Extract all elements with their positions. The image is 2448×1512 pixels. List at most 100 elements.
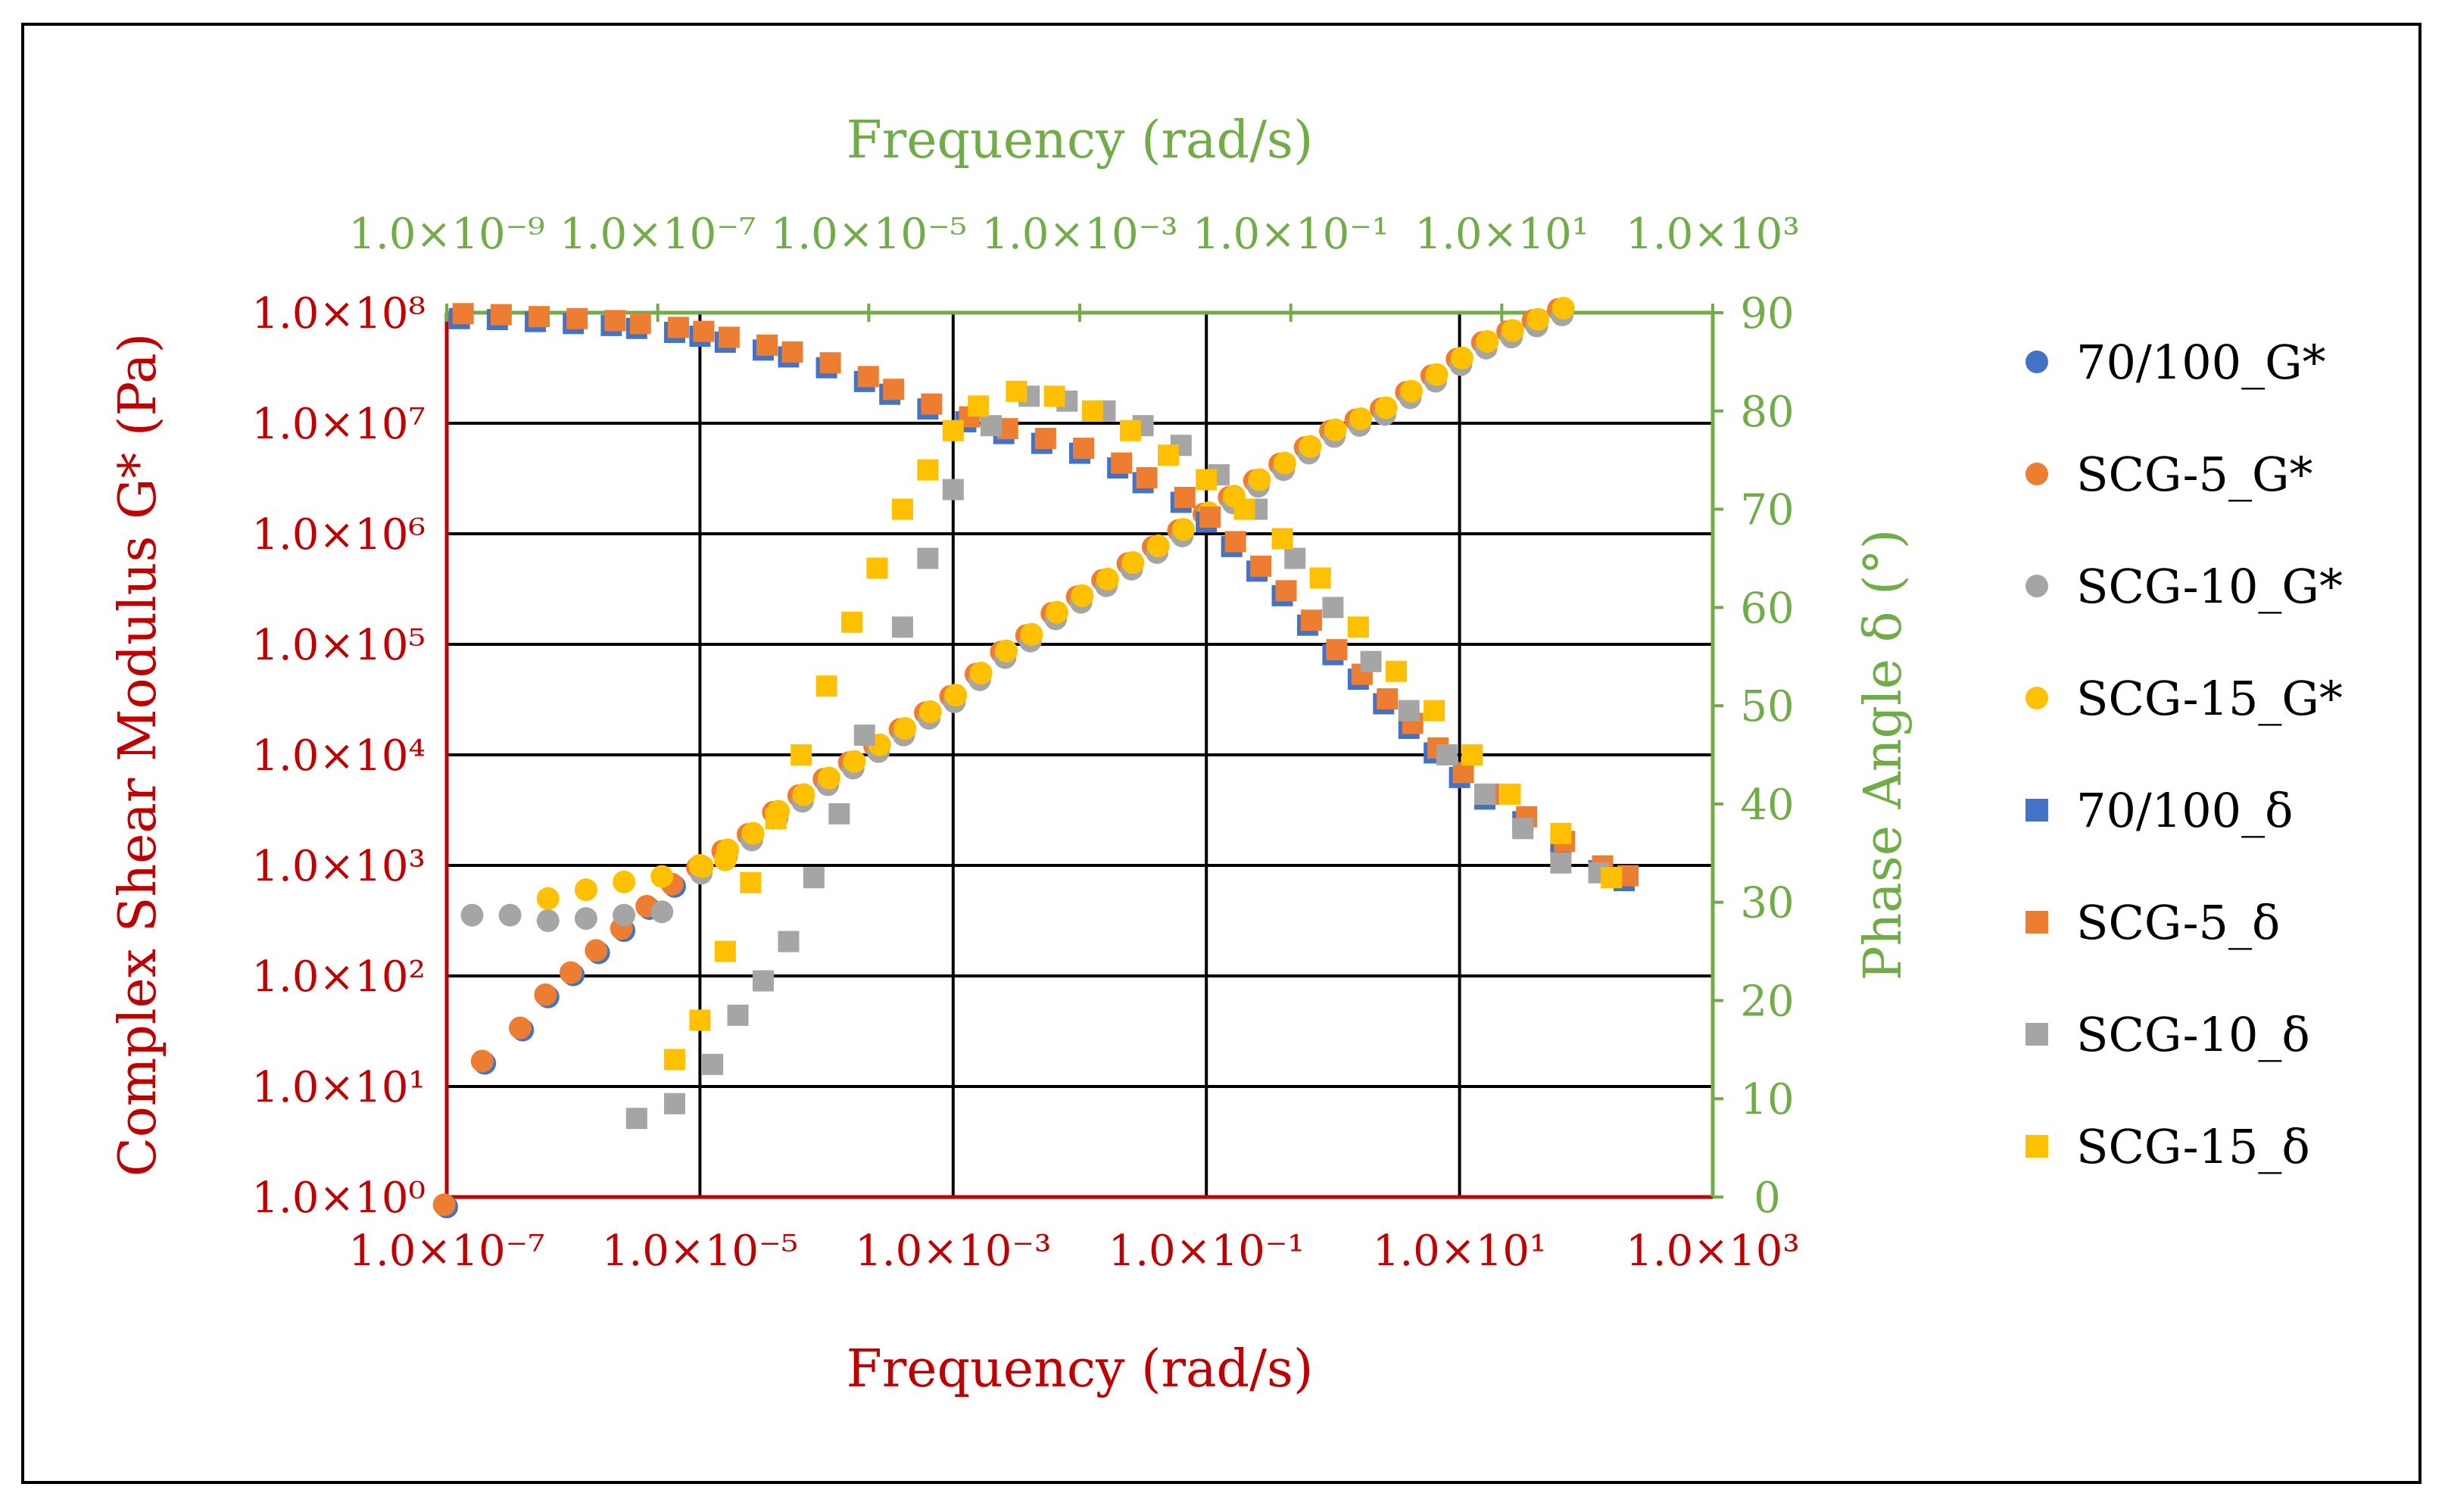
legend-marker-square <box>2025 799 2048 821</box>
data-point-square <box>693 320 715 342</box>
x-bottom-tick-label: 1.0×10³ <box>1626 1227 1800 1276</box>
data-point-square <box>663 1049 685 1071</box>
data-point-circle <box>613 870 636 893</box>
data-point-square <box>1136 467 1158 489</box>
data-point-square <box>841 611 863 633</box>
data-point-circle <box>508 1016 532 1040</box>
data-point-square <box>815 675 837 697</box>
data-point-circle <box>1450 346 1473 369</box>
data-point-circle <box>1146 535 1170 558</box>
data-point-circle <box>1476 329 1499 353</box>
y-right-tick-label: 80 <box>1740 388 1794 437</box>
data-point-square <box>828 803 850 825</box>
y-right-tick-label: 20 <box>1740 977 1794 1026</box>
data-point-square <box>765 808 787 830</box>
data-point-square <box>1034 428 1056 450</box>
data-point-square <box>1424 700 1445 722</box>
legend-label: SCG-5_G* <box>2076 447 2313 502</box>
data-point-circle <box>1551 297 1575 320</box>
data-point-square <box>853 725 875 747</box>
data-point-square <box>1006 380 1028 402</box>
data-point-square <box>1347 616 1369 638</box>
data-point-square <box>625 1108 647 1130</box>
legend-label: 70/100_δ <box>2076 783 2293 838</box>
y-left-tick-label: 1.0×10⁴ <box>251 731 426 781</box>
x-bottom-tick-label: 1.0×10⁻⁷ <box>348 1227 544 1276</box>
data-point-square <box>566 307 588 329</box>
legend-label: SCG-10_G* <box>2076 559 2343 614</box>
data-point-square <box>753 970 774 992</box>
data-point-circle <box>536 909 560 932</box>
data-point-circle <box>741 821 765 845</box>
data-point-square <box>1377 688 1399 710</box>
data-point-square <box>529 306 550 328</box>
data-point-circle <box>944 684 968 707</box>
y-right-axis-title: Phase Angle δ (°) <box>1854 529 1913 981</box>
data-point-square <box>781 341 803 363</box>
data-point-circle <box>498 903 522 927</box>
axes <box>444 304 1723 1199</box>
data-point-square <box>663 1093 685 1115</box>
data-point-square <box>778 931 800 952</box>
legend-marker-square <box>2025 1023 2048 1046</box>
data-point-square <box>1199 506 1221 528</box>
data-point-circle <box>585 939 608 962</box>
data-point-circle <box>536 887 560 910</box>
y-left-tick-label: 1.0×10³ <box>251 842 426 891</box>
data-point-square <box>1474 783 1496 805</box>
data-point-circle <box>995 639 1018 662</box>
x-top-axis-title: Frequency (rad/s) <box>847 111 1314 170</box>
data-point-square <box>980 415 1002 437</box>
data-point-square <box>1158 444 1180 466</box>
legend-marker-square <box>2025 911 2048 934</box>
data-point-square <box>689 1009 711 1031</box>
data-point-square <box>1081 400 1103 422</box>
data-point-square <box>1196 469 1218 491</box>
data-point-circle <box>432 1193 456 1217</box>
data-point-circle <box>843 750 866 773</box>
data-point-circle <box>1071 584 1094 607</box>
y-left-tick-label: 1.0×10⁷ <box>251 400 426 449</box>
legend-label: 70/100_G* <box>2076 335 2326 390</box>
legend-label: SCG-10_δ <box>2076 1007 2310 1062</box>
data-point-square <box>883 379 905 401</box>
data-point-square <box>604 310 626 332</box>
data-point-square <box>1360 650 1382 672</box>
data-point-circle <box>470 1049 494 1073</box>
x-top-tick-label: 1.0×10⁻⁵ <box>771 210 967 259</box>
y-right-tick-label: 70 <box>1740 486 1794 535</box>
axis-labels: 1.0×10⁰ 1.0×10¹ 1.0×10² 1.0×10³ 1.0×10⁴ 1.0×1… <box>108 111 1913 1399</box>
data-point-circle <box>1096 567 1119 591</box>
data-point-square <box>968 395 990 417</box>
y-right-tick-label: 90 <box>1740 289 1794 338</box>
data-point-circle <box>1299 435 1322 458</box>
data-point-square <box>490 304 512 326</box>
data-point-square <box>891 616 913 638</box>
y-left-tick-label: 1.0×10⁵ <box>251 621 426 670</box>
legend-marker-square <box>2025 1135 2048 1158</box>
y-left-tick-label: 1.0×10⁶ <box>251 510 426 560</box>
data-point-square <box>1452 762 1474 784</box>
data-point-square <box>1550 852 1572 874</box>
data-point-square <box>702 1053 724 1075</box>
legend-label: SCG-5_δ <box>2076 895 2280 950</box>
data-point-square <box>857 366 879 388</box>
y-left-tick-label: 1.0×10⁰ <box>251 1174 426 1223</box>
data-point-circle <box>1248 468 1271 491</box>
data-point-square <box>740 871 762 893</box>
data-point-square <box>1512 818 1534 840</box>
data-point-square <box>1436 744 1458 765</box>
data-point-square <box>1309 567 1331 589</box>
data-point-circle <box>574 907 597 931</box>
data-point-square <box>866 557 888 579</box>
y-right-tick-label: 50 <box>1740 682 1794 731</box>
data-point-square <box>1073 438 1095 460</box>
data-point-square <box>1043 385 1065 407</box>
data-point-square <box>917 459 939 481</box>
x-bottom-axis-title: Frequency (rad/s) <box>847 1339 1314 1399</box>
x-bottom-tick-label: 1.0×10⁻⁵ <box>602 1227 798 1276</box>
x-bottom-tick-label: 1.0×10⁻³ <box>855 1227 1051 1276</box>
data-point-square <box>1233 498 1255 520</box>
data-point-circle <box>817 766 840 790</box>
data-point-square <box>1250 555 1272 577</box>
